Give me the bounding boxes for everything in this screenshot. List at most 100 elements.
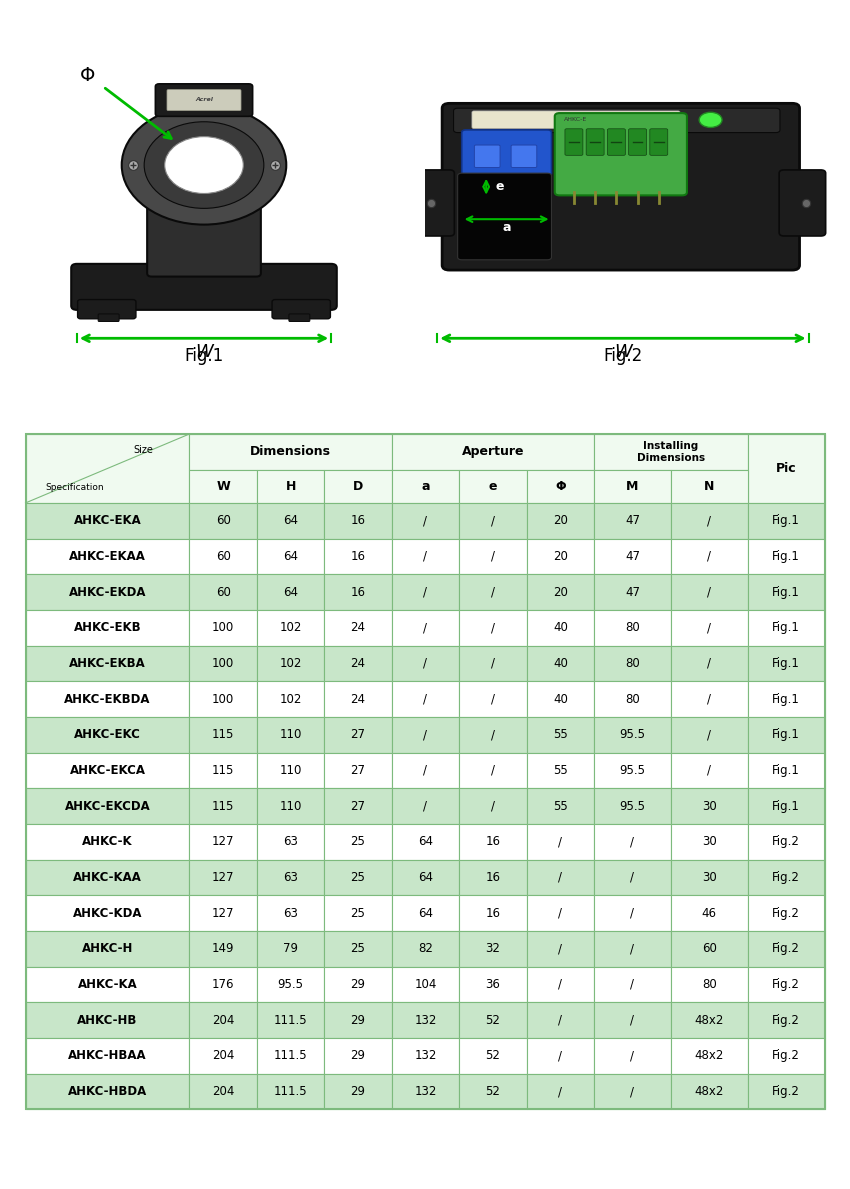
Text: /: /: [631, 979, 634, 990]
Bar: [748, 1074, 824, 1109]
Text: 95.5: 95.5: [620, 800, 645, 812]
Bar: [459, 753, 527, 788]
Text: AHKC-EKA: AHKC-EKA: [74, 515, 141, 527]
Text: 64: 64: [283, 551, 298, 562]
Text: AHKC-KA: AHKC-KA: [77, 979, 138, 990]
Text: AHKC-EKDA: AHKC-EKDA: [69, 586, 146, 598]
Text: Fig.1: Fig.1: [772, 729, 800, 741]
Bar: [459, 610, 527, 646]
Bar: [527, 1038, 594, 1074]
Text: 100: 100: [212, 693, 235, 705]
Text: /: /: [491, 515, 495, 527]
Text: AHKC-EKAA: AHKC-EKAA: [69, 551, 146, 562]
Bar: [527, 824, 594, 860]
Text: 204: 204: [212, 1050, 235, 1062]
Bar: [26, 503, 190, 539]
Text: 55: 55: [553, 800, 568, 812]
Circle shape: [165, 137, 243, 194]
Text: 29: 29: [350, 1086, 366, 1097]
Bar: [325, 681, 392, 717]
Bar: [257, 539, 325, 574]
Text: W: W: [216, 480, 230, 492]
Circle shape: [700, 112, 722, 127]
Bar: [26, 434, 190, 503]
Text: Specification: Specification: [45, 484, 104, 492]
Text: AHKC-HB: AHKC-HB: [77, 1014, 138, 1026]
Text: 102: 102: [280, 658, 302, 669]
Bar: [748, 681, 824, 717]
Text: 100: 100: [212, 622, 235, 634]
Bar: [392, 895, 459, 931]
Bar: [26, 434, 824, 1109]
Text: 20: 20: [552, 551, 568, 562]
Text: Fig.1: Fig.1: [772, 515, 800, 527]
FancyBboxPatch shape: [555, 113, 687, 195]
Text: 176: 176: [212, 979, 235, 990]
Text: 127: 127: [212, 907, 235, 919]
Text: 55: 55: [553, 729, 568, 741]
Text: 115: 115: [212, 729, 235, 741]
Bar: [257, 967, 325, 1002]
Bar: [594, 470, 671, 503]
Bar: [325, 574, 392, 610]
Bar: [392, 1074, 459, 1109]
Bar: [748, 931, 824, 967]
Bar: [26, 574, 190, 610]
Bar: [190, 1002, 257, 1038]
Text: AHKC-E: AHKC-E: [564, 118, 587, 122]
Bar: [392, 681, 459, 717]
Text: 46: 46: [702, 907, 717, 919]
Text: 100: 100: [212, 658, 235, 669]
Text: 127: 127: [212, 836, 235, 848]
Text: AHKC-EKCDA: AHKC-EKCDA: [65, 800, 150, 812]
Bar: [392, 610, 459, 646]
Text: 204: 204: [212, 1086, 235, 1097]
Bar: [325, 1002, 392, 1038]
Text: 111.5: 111.5: [274, 1086, 308, 1097]
Bar: [392, 931, 459, 967]
Text: /: /: [491, 729, 495, 741]
Bar: [190, 788, 257, 824]
Text: 20: 20: [552, 515, 568, 527]
Bar: [325, 503, 392, 539]
Bar: [459, 574, 527, 610]
Bar: [392, 717, 459, 753]
Text: Fig.1: Fig.1: [184, 347, 224, 365]
FancyBboxPatch shape: [608, 128, 626, 156]
Bar: [671, 824, 748, 860]
Bar: [671, 753, 748, 788]
Bar: [594, 895, 671, 931]
Bar: [748, 895, 824, 931]
Text: 60: 60: [702, 943, 717, 955]
FancyBboxPatch shape: [649, 128, 668, 156]
Text: 95.5: 95.5: [278, 979, 303, 990]
Bar: [748, 824, 824, 860]
Text: 111.5: 111.5: [274, 1050, 308, 1062]
Bar: [748, 539, 824, 574]
Bar: [671, 646, 748, 681]
Text: /: /: [423, 765, 428, 776]
Bar: [671, 895, 748, 931]
Bar: [257, 895, 325, 931]
Text: 80: 80: [625, 693, 640, 705]
Text: AHKC-EKC: AHKC-EKC: [74, 729, 141, 741]
Bar: [527, 717, 594, 753]
Text: Size: Size: [133, 445, 154, 455]
Text: 82: 82: [418, 943, 433, 955]
FancyBboxPatch shape: [289, 314, 310, 321]
Bar: [594, 788, 671, 824]
Bar: [325, 860, 392, 895]
Bar: [459, 470, 527, 503]
FancyBboxPatch shape: [474, 145, 500, 168]
Text: 29: 29: [350, 1014, 366, 1026]
FancyBboxPatch shape: [457, 174, 552, 259]
Bar: [594, 610, 671, 646]
Bar: [325, 967, 392, 1002]
Text: Fig.2: Fig.2: [772, 979, 800, 990]
Bar: [26, 967, 190, 1002]
Bar: [190, 717, 257, 753]
Text: 16: 16: [350, 551, 366, 562]
Bar: [26, 681, 190, 717]
Bar: [325, 470, 392, 503]
Text: /: /: [707, 586, 711, 598]
